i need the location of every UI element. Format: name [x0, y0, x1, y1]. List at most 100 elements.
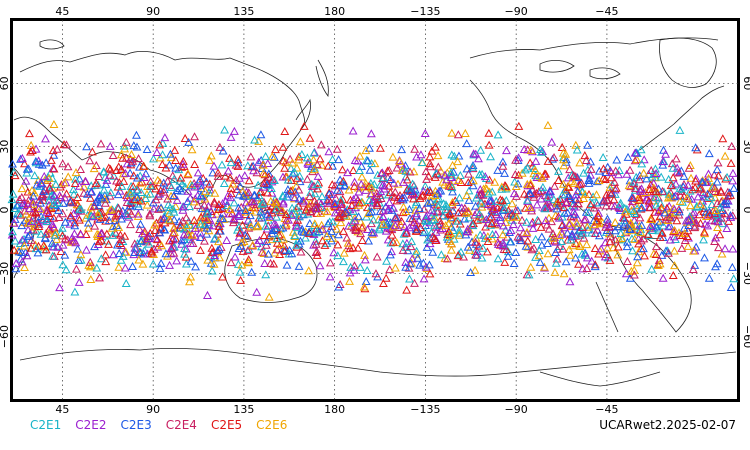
occultation-marker	[220, 171, 230, 180]
occultation-marker	[665, 221, 675, 230]
occultation-marker	[548, 229, 558, 238]
occultation-marker	[622, 169, 632, 178]
occultation-marker	[224, 209, 234, 218]
occultation-marker	[215, 142, 225, 151]
occultation-marker	[183, 169, 193, 178]
occultation-marker	[688, 264, 698, 274]
occultation-marker	[76, 204, 86, 213]
occultation-marker	[388, 222, 398, 231]
occultation-marker	[137, 235, 147, 245]
occultation-marker	[17, 199, 27, 208]
occultation-marker	[537, 240, 547, 249]
occultation-marker	[689, 246, 698, 255]
occultation-marker	[126, 209, 136, 218]
occultation-marker	[651, 168, 661, 177]
occultation-marker	[395, 156, 405, 165]
occultation-marker	[498, 161, 508, 170]
occultation-marker	[431, 236, 441, 245]
occultation-marker	[156, 215, 166, 224]
occultation-marker	[60, 234, 70, 243]
occultation-marker	[537, 173, 547, 182]
occultation-marker	[36, 178, 46, 187]
occultation-marker	[121, 209, 131, 218]
occultation-marker	[70, 221, 80, 230]
occultation-marker	[345, 268, 355, 277]
occultation-marker	[105, 206, 115, 215]
occultation-marker	[184, 230, 194, 239]
occultation-marker	[549, 153, 559, 162]
occultation-marker	[367, 229, 377, 238]
occultation-marker	[453, 175, 463, 184]
occultation-marker	[193, 168, 203, 177]
occultation-marker	[31, 156, 41, 165]
occultation-marker	[8, 159, 17, 168]
occultation-marker	[411, 205, 421, 214]
occultation-marker	[134, 255, 144, 264]
left-lat-label: −30	[0, 262, 11, 285]
occultation-marker	[367, 189, 376, 198]
occultation-marker	[322, 207, 332, 216]
occultation-marker	[381, 220, 390, 229]
occultation-marker	[90, 242, 99, 251]
occultation-marker	[292, 223, 302, 232]
occultation-marker	[44, 196, 54, 205]
occultation-marker	[209, 259, 219, 268]
occultation-marker	[26, 243, 36, 252]
occultation-marker	[436, 250, 446, 259]
occultation-marker	[584, 176, 594, 185]
occultation-marker	[668, 173, 678, 182]
occultation-marker	[709, 170, 719, 179]
occultation-marker	[691, 143, 701, 152]
occultation-marker	[70, 229, 79, 238]
occultation-marker	[289, 209, 299, 218]
occultation-marker	[530, 165, 540, 174]
bottom-lon-label: 45	[55, 403, 69, 416]
occultation-marker	[464, 169, 473, 178]
occultation-marker	[165, 203, 175, 212]
occultation-marker	[56, 246, 66, 255]
occultation-marker	[637, 159, 647, 168]
occultation-marker	[46, 202, 55, 211]
occultation-marker	[593, 211, 603, 220]
occultation-marker	[632, 155, 642, 164]
occultation-marker	[260, 170, 270, 179]
occultation-marker	[436, 166, 446, 175]
occultation-marker	[278, 223, 288, 232]
occultation-marker	[379, 219, 388, 228]
occultation-marker	[441, 221, 451, 230]
occultation-marker	[179, 230, 189, 239]
occultation-marker	[76, 165, 86, 174]
occultation-marker	[714, 171, 723, 180]
occultation-marker	[446, 172, 456, 181]
occultation-marker	[588, 192, 598, 201]
occultation-marker	[157, 241, 167, 250]
occultation-marker	[44, 183, 54, 192]
occultation-marker	[669, 204, 679, 213]
occultation-marker	[313, 171, 323, 180]
occultation-marker	[278, 199, 288, 208]
occultation-marker	[186, 179, 195, 188]
occultation-marker	[184, 201, 194, 210]
occultation-marker	[328, 154, 338, 163]
occultation-marker	[421, 211, 431, 220]
occultation-marker	[234, 243, 244, 252]
occultation-marker	[278, 197, 288, 206]
occultation-marker	[294, 194, 304, 203]
occultation-marker	[325, 272, 335, 281]
occultation-marker	[247, 267, 257, 276]
occultation-marker	[276, 208, 286, 217]
occultation-marker	[88, 212, 98, 221]
occultation-marker	[381, 273, 391, 282]
occultation-marker	[66, 211, 76, 220]
occultation-marker	[75, 181, 85, 190]
occultation-marker	[388, 152, 398, 161]
occultation-marker	[379, 173, 389, 182]
right-lat-label: −60	[741, 325, 750, 348]
occultation-marker	[207, 248, 217, 257]
occultation-marker	[135, 224, 145, 233]
occultation-marker	[14, 209, 24, 218]
occultation-marker	[242, 231, 252, 240]
occultation-marker	[645, 203, 655, 212]
bottom-lon-label: 180	[324, 403, 345, 416]
